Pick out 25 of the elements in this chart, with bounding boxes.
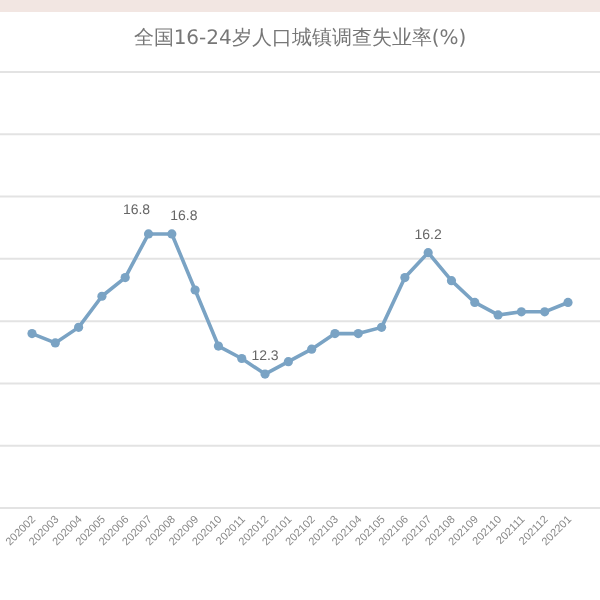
point: [376, 322, 387, 332]
point: [97, 291, 107, 301]
point: [50, 338, 60, 348]
point: [353, 329, 363, 339]
point: [167, 229, 177, 239]
chart-title: 全国16-24岁人口城镇调查失业率(%): [133, 26, 467, 50]
point: [190, 285, 200, 295]
point: [260, 369, 270, 379]
point: [516, 307, 526, 317]
point: [540, 307, 550, 317]
point: [143, 229, 154, 239]
point: [446, 276, 457, 286]
point: [400, 272, 410, 283]
point: [493, 310, 503, 320]
point: [283, 357, 293, 367]
point: [120, 272, 130, 283]
point: [330, 329, 340, 339]
point: [213, 341, 224, 351]
point: [307, 344, 317, 354]
point: [237, 353, 247, 364]
point: [563, 297, 573, 308]
point: [423, 248, 433, 258]
point: [470, 297, 480, 308]
point: [27, 329, 37, 339]
point: [74, 322, 84, 332]
